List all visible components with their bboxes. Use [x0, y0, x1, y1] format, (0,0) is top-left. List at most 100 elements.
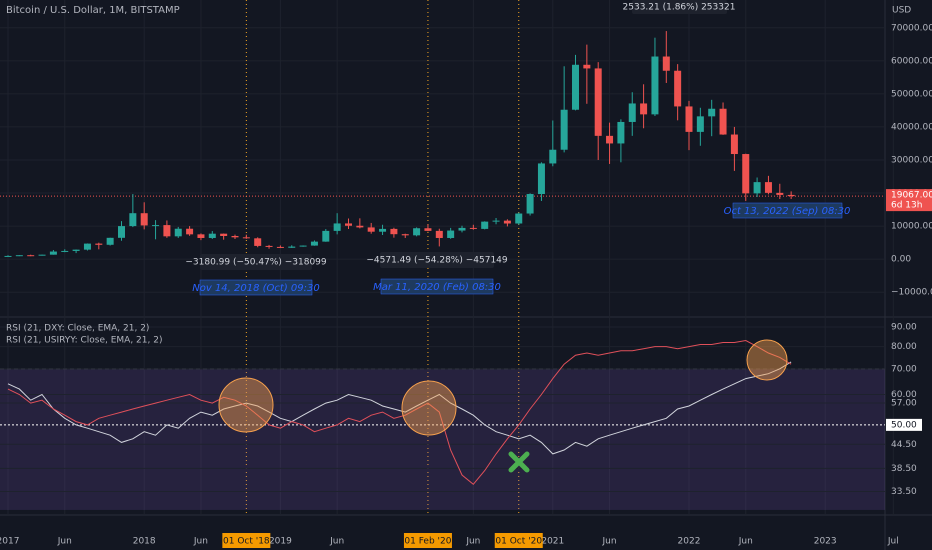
- candle-body: [730, 134, 738, 155]
- y-tick-label: 60.00: [891, 390, 917, 400]
- candle-body: [118, 226, 125, 238]
- y-tick-label: 10000.00: [891, 222, 932, 232]
- candle-body: [617, 121, 625, 144]
- y-tick-label: 80.00: [891, 342, 917, 352]
- candle-body: [140, 213, 148, 226]
- candle-body: [288, 246, 296, 248]
- candle-body: [61, 250, 69, 252]
- candle-body: [458, 227, 466, 231]
- candle-body: [696, 116, 704, 132]
- candle-body: [742, 154, 750, 194]
- y-tick-label: 30000.00: [891, 155, 932, 165]
- candle-body: [310, 241, 318, 246]
- candle-body: [764, 182, 772, 193]
- x-tick-label: 2021: [541, 537, 564, 547]
- candle-body: [174, 228, 182, 237]
- candle-body: [276, 246, 284, 248]
- x-tick-label: Jun: [738, 537, 753, 547]
- candle-body: [220, 233, 228, 237]
- candle-body: [572, 64, 579, 110]
- candle-body: [674, 70, 682, 107]
- candle-body: [662, 56, 670, 71]
- x-tick-label: 2017: [0, 537, 19, 547]
- candle-body: [503, 220, 511, 224]
- legend-entry: RSI (21, DXY: Close, EMA, 21, 2): [6, 324, 149, 334]
- x-tick-label: Jul: [887, 537, 899, 547]
- candle-body: [435, 230, 443, 238]
- tick-box: [886, 418, 922, 431]
- candle-body: [651, 56, 659, 115]
- rsi-band: [0, 368, 885, 510]
- candle-body: [38, 254, 46, 256]
- candle-body: [367, 227, 375, 232]
- marker-label: 01 Oct '18: [223, 537, 270, 547]
- candle-body: [708, 108, 716, 117]
- candle-body: [492, 220, 500, 222]
- x-tick-label: Jun: [329, 537, 344, 547]
- candle-body: [401, 234, 409, 236]
- marker-label: 01 Feb '20: [404, 537, 451, 547]
- rsi-line: [7, 339, 792, 486]
- candle-body: [606, 135, 614, 144]
- y-tick-label: 38.50: [891, 464, 917, 474]
- candle-body: [776, 192, 784, 195]
- y-tick-label: 60000.00: [891, 56, 932, 66]
- measure-box: [200, 254, 312, 270]
- y-tick-label: 44.50: [891, 440, 917, 450]
- x-tick-label: 2022: [678, 537, 701, 547]
- measure-label: −3180.99 (−50.47%) −318099: [185, 258, 327, 268]
- candle-body: [515, 213, 523, 224]
- candle-body: [537, 163, 545, 195]
- last-price-label: 19067.00: [891, 191, 932, 201]
- candle-body: [356, 225, 364, 228]
- x-tick-label: 2019: [269, 537, 292, 547]
- y-tick-label: 90.00: [891, 323, 917, 333]
- y-tick-label: 50000.00: [891, 89, 932, 99]
- date-label: Mar 11, 2020 (Feb) 08:30: [373, 282, 501, 293]
- measure-label: −4571.49 (−54.28%) −457149: [366, 256, 508, 266]
- candle-body: [628, 103, 636, 122]
- candle-body: [379, 228, 387, 232]
- x-tick-label: 2018: [133, 537, 156, 547]
- candle-body: [322, 230, 330, 242]
- symbol-title: Bitcoin / U.S. Dollar, 1M, BITSTAMP: [6, 5, 180, 16]
- y-tick-label: 70000.00: [891, 23, 932, 33]
- x-tick-label: Jun: [57, 537, 72, 547]
- x-tick-label: Jun: [602, 537, 617, 547]
- currency: USD: [892, 6, 911, 16]
- date-box: [380, 278, 494, 295]
- y-tick-label: 33.50: [891, 487, 917, 497]
- candle-body: [83, 243, 91, 250]
- y-tick-label: 57.00: [891, 399, 917, 409]
- candle-body: [560, 109, 568, 150]
- candle-body: [242, 237, 250, 239]
- date-box: [199, 279, 313, 296]
- candle-body: [254, 238, 262, 246]
- candle-body: [753, 182, 761, 194]
- highlight-circle: [746, 339, 788, 381]
- y-tick-label: 0.00: [891, 255, 911, 265]
- candle-body: [594, 68, 602, 136]
- last-price-box: [886, 189, 932, 212]
- candle-body: [129, 213, 137, 227]
- candle-body: [265, 245, 273, 247]
- candle-body: [469, 227, 477, 229]
- marker-box: [403, 533, 452, 548]
- candle-body: [197, 234, 205, 238]
- candle-body: [787, 194, 795, 197]
- candle-body: [583, 64, 591, 69]
- x-tick-label: 2023: [814, 537, 837, 547]
- marker-label: 01 Oct '20: [495, 537, 542, 547]
- date-label: Oct 13, 2022 (Sep) 08:30: [724, 206, 851, 217]
- cross-marker: [508, 451, 530, 473]
- candle-body: [106, 237, 114, 245]
- candle-body: [49, 251, 57, 255]
- measure-box: [632, 0, 727, 14]
- y-tick-label: 70.00: [891, 364, 917, 374]
- candle-body: [208, 233, 216, 238]
- candle-body: [685, 106, 693, 132]
- candle-body: [4, 255, 12, 257]
- candle-body: [447, 230, 455, 238]
- candle-body: [719, 108, 727, 135]
